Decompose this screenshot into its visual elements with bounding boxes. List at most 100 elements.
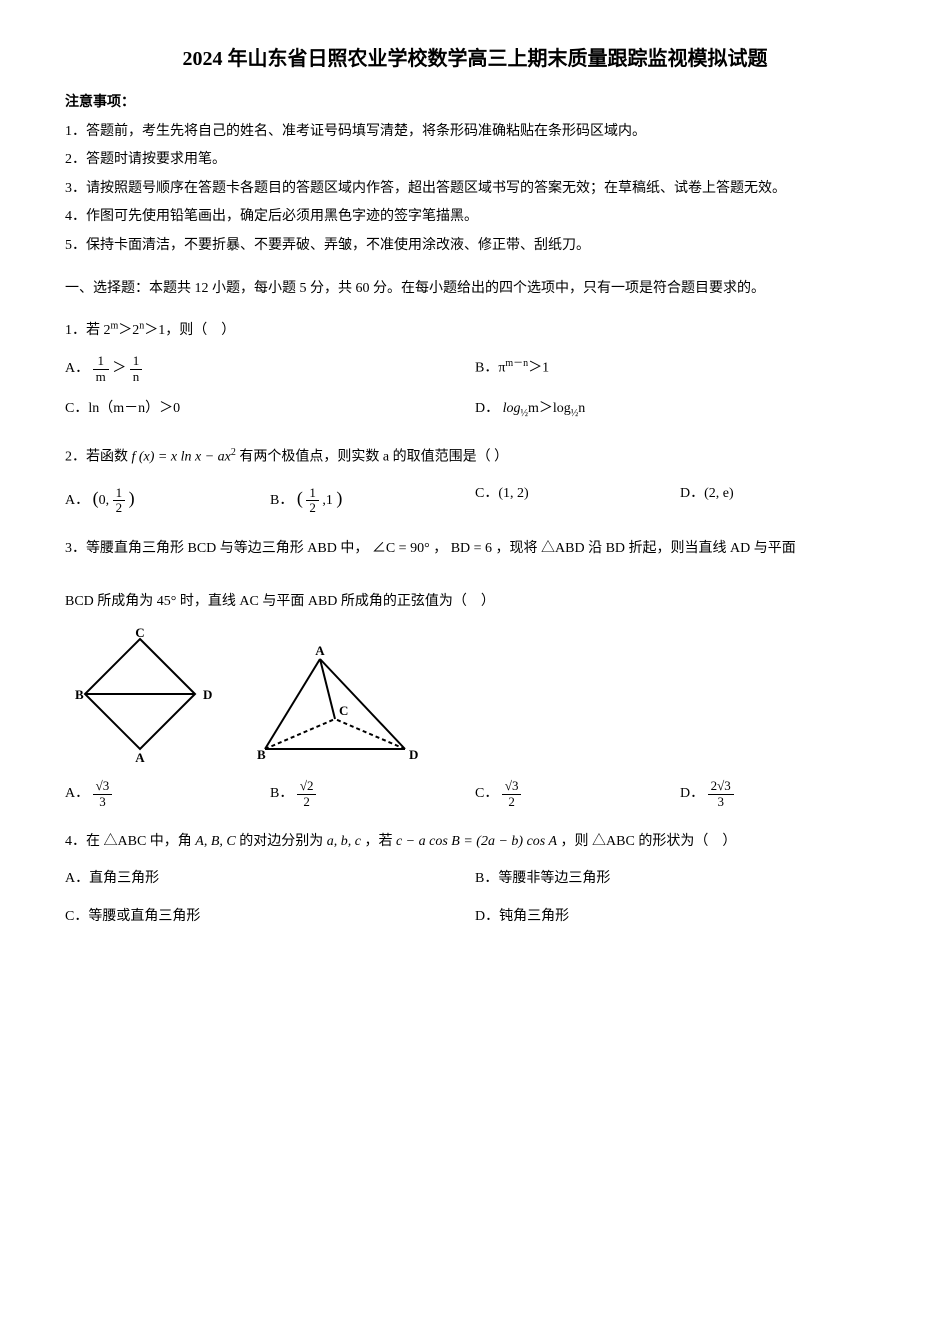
- num: √2: [297, 779, 317, 794]
- notice-item: 4．作图可先使用铅笔画出，确定后必须用黑色字迹的签字笔描黑。: [65, 204, 885, 231]
- option-d: D． log½m＞log½n: [475, 396, 885, 423]
- fraction: 12: [113, 486, 126, 516]
- text: BCD 所成角为: [65, 594, 157, 609]
- option-c: C．ln（m－n）＞0: [65, 396, 475, 423]
- option-d: D．钝角三角形: [475, 904, 885, 931]
- formula: △ABD: [541, 541, 585, 556]
- text: 沿 BD 折起，则当直线 AD 与平面: [588, 541, 796, 556]
- text: ，: [433, 541, 447, 556]
- num: 1: [93, 354, 109, 369]
- formula: △ABC: [104, 834, 147, 849]
- option-a: A． 1m ＞ 1n: [65, 354, 475, 384]
- notice-item: 3．请按照题号顺序在答题卡各题目的答题区域内作答，超出答题区域书写的答案无效；在…: [65, 176, 885, 203]
- q1-stem: 1．若 2m＞2n＞1，则（ ）: [65, 323, 235, 338]
- sup: 2: [231, 447, 236, 458]
- paren: (: [297, 488, 303, 508]
- text: ＞1: [528, 361, 549, 376]
- option-d: D．(2, e): [680, 481, 885, 516]
- paren: ): [129, 488, 135, 508]
- option-b: B． √22: [270, 779, 475, 809]
- formula: A, B, C: [195, 834, 235, 849]
- num: √3: [502, 779, 522, 794]
- text: 4．在: [65, 834, 104, 849]
- text: 的形状为（ ）: [638, 834, 736, 849]
- label-a: A: [135, 750, 145, 765]
- text: 0,: [99, 493, 110, 508]
- fraction: 12: [306, 486, 319, 516]
- option-b: B． ( 12 ,1 ): [270, 481, 475, 516]
- text: ，现将: [496, 541, 542, 556]
- text: n: [578, 401, 585, 416]
- label-d: D: [409, 747, 418, 762]
- sub: ½: [521, 408, 529, 419]
- den: 3: [708, 795, 734, 809]
- num: 1: [130, 354, 143, 369]
- gt: ＞: [112, 361, 126, 376]
- formula: a, b, c: [327, 834, 361, 849]
- label-a: A: [315, 643, 325, 658]
- notice-item: 1．答题前，考生先将自己的姓名、准考证号码填写清楚，将条形码准确粘贴在条形码区域…: [65, 119, 885, 146]
- paren: ): [336, 488, 342, 508]
- text: m＞log: [528, 401, 571, 416]
- label-c: C: [135, 625, 144, 640]
- option-a: A． (0, 12 ): [65, 481, 270, 516]
- label: D．: [475, 401, 499, 416]
- fraction: 1m: [93, 354, 109, 384]
- text: ，则: [561, 834, 593, 849]
- notice-header: 注意事项：: [65, 90, 885, 117]
- label-b: B: [75, 687, 84, 702]
- label: A．: [65, 361, 89, 376]
- label: B．: [270, 493, 293, 508]
- den: 3: [93, 795, 113, 809]
- option-a: A． √33: [65, 779, 270, 809]
- formula: BD = 6: [451, 541, 492, 556]
- text: ＞2: [118, 323, 139, 338]
- den: m: [93, 370, 109, 384]
- num: 2√3: [708, 779, 734, 794]
- num: √3: [93, 779, 113, 794]
- question-3: 3．等腰直角三角形 BCD 与等边三角形 ABD 中， ∠C = 90° ， B…: [65, 536, 885, 815]
- option-d: D． 2√33: [680, 779, 885, 809]
- sup: m－n: [505, 358, 528, 369]
- label: A．: [65, 493, 89, 508]
- formula: f (x) = x ln x − ax: [132, 449, 231, 464]
- formula: △ABC: [592, 834, 635, 849]
- label: B．: [270, 786, 293, 801]
- notice-item: 2．答题时请按要求用笔。: [65, 147, 885, 174]
- text: 2．若函数: [65, 449, 132, 464]
- question-2: 2．若函数 f (x) = x ln x − ax2 有两个极值点，则实数 a …: [65, 443, 885, 522]
- fraction: √32: [502, 779, 522, 809]
- label: B．π: [475, 361, 505, 376]
- den: 2: [113, 501, 126, 515]
- section-header: 一、选择题：本题共 12 小题，每小题 5 分，共 60 分。在每小题给出的四个…: [65, 276, 885, 303]
- den: 2: [502, 795, 522, 809]
- num: 1: [306, 486, 319, 501]
- notice-block: 注意事项： 1．答题前，考生先将自己的姓名、准考证号码填写清楚，将条形码准确粘贴…: [65, 90, 885, 260]
- label: C．: [475, 786, 498, 801]
- option-c: C．(1, 2): [475, 481, 680, 516]
- page-title: 2024 年山东省日照农业学校数学高三上期末质量跟踪监视模拟试题: [65, 40, 885, 78]
- option-c: C．等腰或直角三角形: [65, 904, 475, 931]
- text: ，若: [364, 834, 396, 849]
- option-b: B．等腰非等边三角形: [475, 866, 885, 893]
- text: ,1: [322, 493, 333, 508]
- label-b: B: [257, 747, 266, 762]
- text: 的对边分别为: [239, 834, 327, 849]
- den: n: [130, 370, 143, 384]
- option-c: C． √32: [475, 779, 680, 809]
- fraction: √33: [93, 779, 113, 809]
- formula: 45°: [157, 594, 177, 609]
- text: 1．若 2: [65, 323, 111, 338]
- text: 中，角: [150, 834, 196, 849]
- notice-item: 5．保持卡面清洁，不要折暴、不要弄破、弄皱，不准使用涂改液、修正带、刮纸刀。: [65, 233, 885, 260]
- option-a: A．直角三角形: [65, 866, 475, 893]
- fraction: 2√33: [708, 779, 734, 809]
- den: 2: [306, 501, 319, 515]
- text: 3．等腰直角三角形 BCD 与等边三角形 ABD 中，: [65, 541, 368, 556]
- label-c: C: [339, 703, 348, 718]
- log: log: [503, 401, 521, 416]
- num: 1: [113, 486, 126, 501]
- label: D．: [680, 786, 704, 801]
- figure-1: C D A B: [75, 629, 205, 759]
- formula: c − a cos B = (2a − b) cos A: [396, 834, 557, 849]
